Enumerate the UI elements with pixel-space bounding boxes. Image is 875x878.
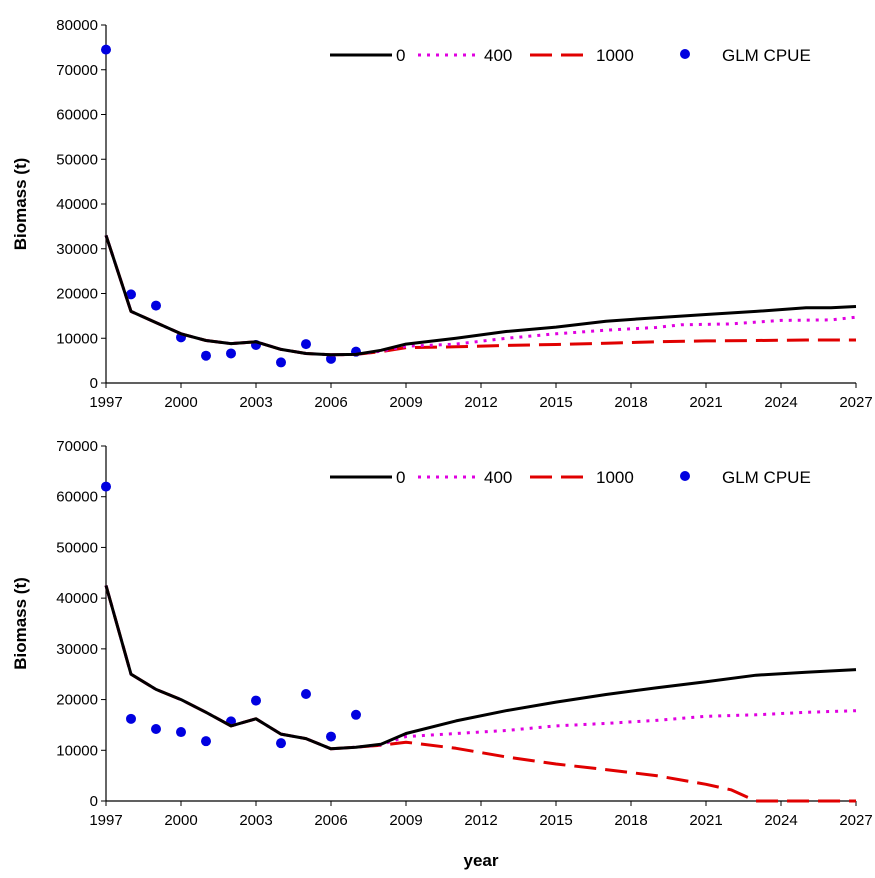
cpue-point: [201, 350, 211, 361]
y-tick-label: 0: [90, 375, 98, 392]
cpue-point: [301, 688, 311, 699]
x-tick-label: 2012: [464, 812, 497, 829]
x-tick-label: 2015: [539, 394, 572, 411]
x-tick-label: 2027: [839, 812, 872, 829]
legend-label-glm-cpue: GLM CPUE: [722, 468, 811, 487]
cpue-point: [126, 289, 136, 300]
series-line-1000: [104, 585, 856, 803]
series-line-1000: [104, 234, 856, 357]
series-line-0: [104, 585, 857, 751]
cpue-point: [326, 353, 336, 364]
x-tick-label: 2009: [389, 812, 422, 829]
cpue-point: [276, 357, 286, 368]
legend-label-1000: 1000: [596, 46, 634, 65]
cpue-point: [126, 713, 136, 724]
legend-label-glm-cpue: GLM CPUE: [722, 46, 811, 65]
x-tick-label: 2018: [614, 394, 647, 411]
chart-panel-2: 0100002000030000400005000060000700001997…: [11, 438, 873, 870]
x-tick-label: 2024: [764, 394, 797, 411]
legend-marker-glm-cpue: [680, 471, 690, 481]
y-tick-label: 50000: [56, 539, 98, 556]
legend-marker-glm-cpue: [680, 49, 690, 59]
legend-label-0: 0: [396, 468, 405, 487]
y-tick-label: 40000: [56, 590, 98, 607]
x-tick-label: 2006: [314, 812, 347, 829]
x-tick-label: 2021: [689, 812, 722, 829]
y-tick-label: 70000: [56, 62, 98, 79]
cpue-point: [101, 44, 111, 55]
cpue-point: [251, 695, 261, 706]
x-tick-label: 2027: [839, 394, 872, 411]
y-tick-label: 0: [90, 793, 98, 810]
y-tick-label: 70000: [56, 438, 98, 455]
series-line-400: [104, 585, 857, 751]
cpue-point: [226, 348, 236, 359]
x-tick-label: 1997: [89, 394, 122, 411]
y-tick-label: 80000: [56, 17, 98, 34]
legend-label-1000: 1000: [596, 468, 634, 487]
x-tick-label: 2003: [239, 812, 272, 829]
x-tick-label: 2024: [764, 812, 797, 829]
cpue-point: [151, 300, 161, 311]
x-axis-label: year: [464, 851, 499, 870]
y-axis-label: Biomass (t): [11, 577, 30, 670]
x-tick-label: 2015: [539, 812, 572, 829]
cpue-point: [326, 731, 336, 742]
x-tick-label: 2021: [689, 394, 722, 411]
legend-label-0: 0: [396, 46, 405, 65]
legend-label-400: 400: [484, 468, 512, 487]
x-tick-label: 1997: [89, 812, 122, 829]
legend-label-400: 400: [484, 46, 512, 65]
chart-panel-1: 0100002000030000400005000060000700008000…: [11, 17, 873, 411]
x-tick-label: 2000: [164, 394, 197, 411]
series-line-400: [104, 234, 857, 357]
x-tick-label: 2009: [389, 394, 422, 411]
y-tick-label: 30000: [56, 641, 98, 658]
y-tick-label: 10000: [56, 742, 98, 759]
series-line-0: [104, 234, 857, 357]
y-axis-label: Biomass (t): [11, 158, 30, 251]
y-tick-label: 60000: [56, 489, 98, 506]
cpue-point: [201, 736, 211, 747]
cpue-point: [351, 709, 361, 720]
y-tick-label: 10000: [56, 330, 98, 347]
cpue-point: [151, 723, 161, 734]
x-tick-label: 2000: [164, 812, 197, 829]
x-tick-label: 2012: [464, 394, 497, 411]
cpue-point: [276, 738, 286, 749]
y-tick-label: 30000: [56, 241, 98, 258]
cpue-point: [301, 339, 311, 350]
cpue-point: [101, 481, 111, 492]
y-tick-label: 20000: [56, 692, 98, 709]
y-tick-label: 60000: [56, 107, 98, 124]
x-tick-label: 2003: [239, 394, 272, 411]
cpue-point: [176, 727, 186, 738]
y-tick-label: 50000: [56, 151, 98, 168]
y-tick-label: 20000: [56, 286, 98, 303]
x-tick-label: 2006: [314, 394, 347, 411]
y-tick-label: 40000: [56, 196, 98, 213]
x-tick-label: 2018: [614, 812, 647, 829]
